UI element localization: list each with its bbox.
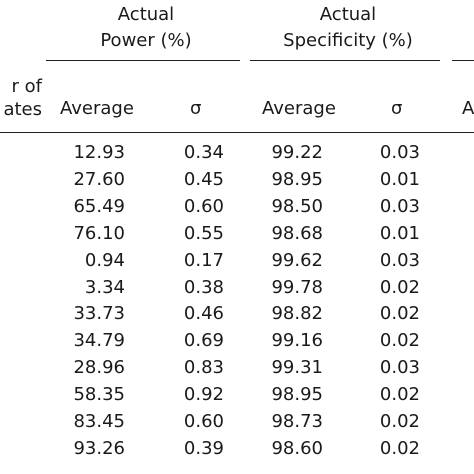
cell-spec-average: 99.22 xyxy=(271,142,323,163)
cell-power-sigma: 0.60 xyxy=(183,195,224,217)
cell-spec-average: 98.60 xyxy=(271,437,323,459)
cell-spec-sigma: 0.02 xyxy=(379,411,420,432)
row-header-partial-line1: r of xyxy=(11,76,42,97)
col-header-next-partial: A xyxy=(462,98,474,119)
cell-spec-average: 99.78 xyxy=(271,276,323,298)
cell-spec-average: 98.82 xyxy=(271,303,323,325)
cell-power-sigma: 0.39 xyxy=(183,437,224,459)
row-header-partial-line2: ates xyxy=(3,99,42,120)
cell-power-average: 34.79 xyxy=(73,330,125,352)
cell-power-sigma: 0.34 xyxy=(183,142,224,163)
cell-power-average: 12.93 xyxy=(73,142,125,163)
cell-power-average: 65.49 xyxy=(73,195,125,217)
col-header-power-sigma: σ xyxy=(190,98,202,119)
cell-spec-average: 98.95 xyxy=(271,168,323,190)
cell-spec-sigma: 0.02 xyxy=(379,384,420,406)
cell-spec-sigma: 0.02 xyxy=(379,303,420,325)
cell-power-sigma: 0.55 xyxy=(183,222,224,244)
power-group-header-line2: Power (%) xyxy=(100,30,192,51)
cell-spec-sigma: 0.01 xyxy=(379,168,420,190)
cell-power-sigma: 0.38 xyxy=(183,276,224,298)
cell-spec-average: 99.62 xyxy=(271,249,323,271)
cell-spec-sigma: 0.01 xyxy=(379,222,420,244)
cell-spec-average: 99.16 xyxy=(271,330,323,352)
specificity-spanner-rule xyxy=(250,60,440,61)
cell-power-sigma: 0.46 xyxy=(183,303,224,325)
cell-spec-average: 98.68 xyxy=(271,222,323,244)
col-header-spec-sigma: σ xyxy=(391,98,403,119)
specificity-group-header-line2: Specificity (%) xyxy=(283,30,413,51)
cell-power-average: 58.35 xyxy=(73,384,125,406)
power-group-header-line1: Actual xyxy=(117,4,175,25)
cell-spec-sigma: 0.03 xyxy=(379,249,420,271)
specificity-group-header-line1: Actual xyxy=(319,4,377,25)
cell-power-sigma: 0.92 xyxy=(183,384,224,406)
cell-spec-average: 98.73 xyxy=(271,411,323,432)
col-header-spec-average: Average xyxy=(262,98,336,119)
cell-spec-average: 99.31 xyxy=(271,357,323,379)
cell-power-average: 3.34 xyxy=(84,276,125,298)
cell-power-sigma: 0.60 xyxy=(183,411,224,432)
power-spanner-rule xyxy=(46,60,240,61)
header-bottom-rule xyxy=(0,132,474,133)
cell-spec-average: 98.50 xyxy=(271,195,323,217)
cell-spec-sigma: 0.03 xyxy=(379,195,420,217)
cell-power-average: 27.60 xyxy=(73,168,125,190)
cell-spec-sigma: 0.02 xyxy=(379,330,420,352)
cell-power-average: 93.26 xyxy=(73,437,125,459)
cell-power-sigma: 0.69 xyxy=(183,330,224,352)
next-spanner-rule xyxy=(452,60,474,61)
col-header-power-average: Average xyxy=(60,98,134,119)
cell-spec-average: 98.95 xyxy=(271,384,323,406)
cell-power-average: 83.45 xyxy=(73,411,125,432)
cell-power-sigma: 0.17 xyxy=(183,249,224,271)
cell-spec-sigma: 0.02 xyxy=(379,276,420,298)
cell-power-sigma: 0.83 xyxy=(183,357,224,379)
cell-power-average: 0.94 xyxy=(84,249,125,271)
cell-spec-sigma: 0.03 xyxy=(379,142,420,163)
cell-spec-sigma: 0.02 xyxy=(379,437,420,459)
cell-spec-sigma: 0.03 xyxy=(379,357,420,379)
cell-power-average: 33.73 xyxy=(73,303,125,325)
cell-power-average: 76.10 xyxy=(73,222,125,244)
cell-power-average: 28.96 xyxy=(73,357,125,379)
cell-power-sigma: 0.45 xyxy=(183,168,224,190)
